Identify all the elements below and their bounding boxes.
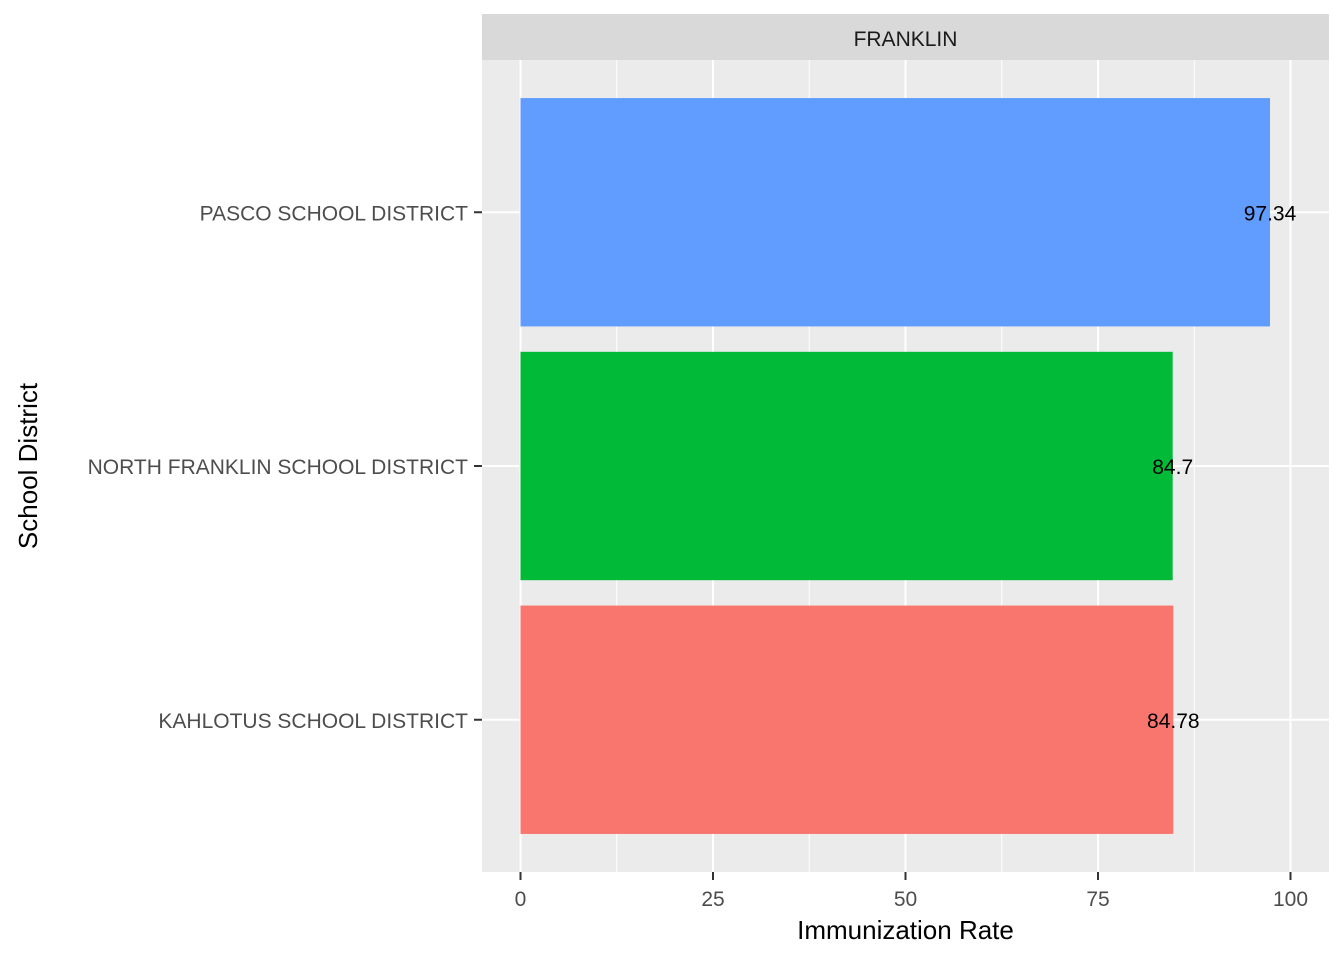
y-axis: KAHLOTUS SCHOOL DISTRICT NORTH FRANKLIN S… (88, 202, 482, 733)
y-tick-label: PASCO SCHOOL DISTRICT (200, 202, 469, 225)
x-tick-label: 100 (1273, 888, 1308, 911)
y-axis-title: School District (13, 382, 43, 549)
x-tick-label: 0 (515, 888, 527, 911)
x-tick-label: 25 (701, 888, 724, 911)
x-axis: 0 25 50 75 100 (515, 872, 1308, 911)
bar (520, 605, 1174, 834)
x-axis-title: Immunization Rate (797, 915, 1014, 945)
bar-value-label: 97.34 (1244, 202, 1297, 225)
bar (520, 98, 1271, 327)
facet-strip-label: FRANKLIN (854, 28, 958, 51)
x-tick-label: 75 (1086, 888, 1109, 911)
bar-value-label: 84.7 (1152, 456, 1193, 479)
value-labels: 84.78 84.7 97.34 (1147, 202, 1297, 733)
y-tick-label: KAHLOTUS SCHOOL DISTRICT (158, 710, 468, 733)
x-tick-label: 50 (894, 888, 917, 911)
bars (520, 98, 1271, 834)
y-tick-label: NORTH FRANKLIN SCHOOL DISTRICT (88, 456, 469, 479)
bar (520, 351, 1173, 581)
bar-value-label: 84.78 (1147, 710, 1200, 733)
facet-strip (482, 14, 1329, 60)
